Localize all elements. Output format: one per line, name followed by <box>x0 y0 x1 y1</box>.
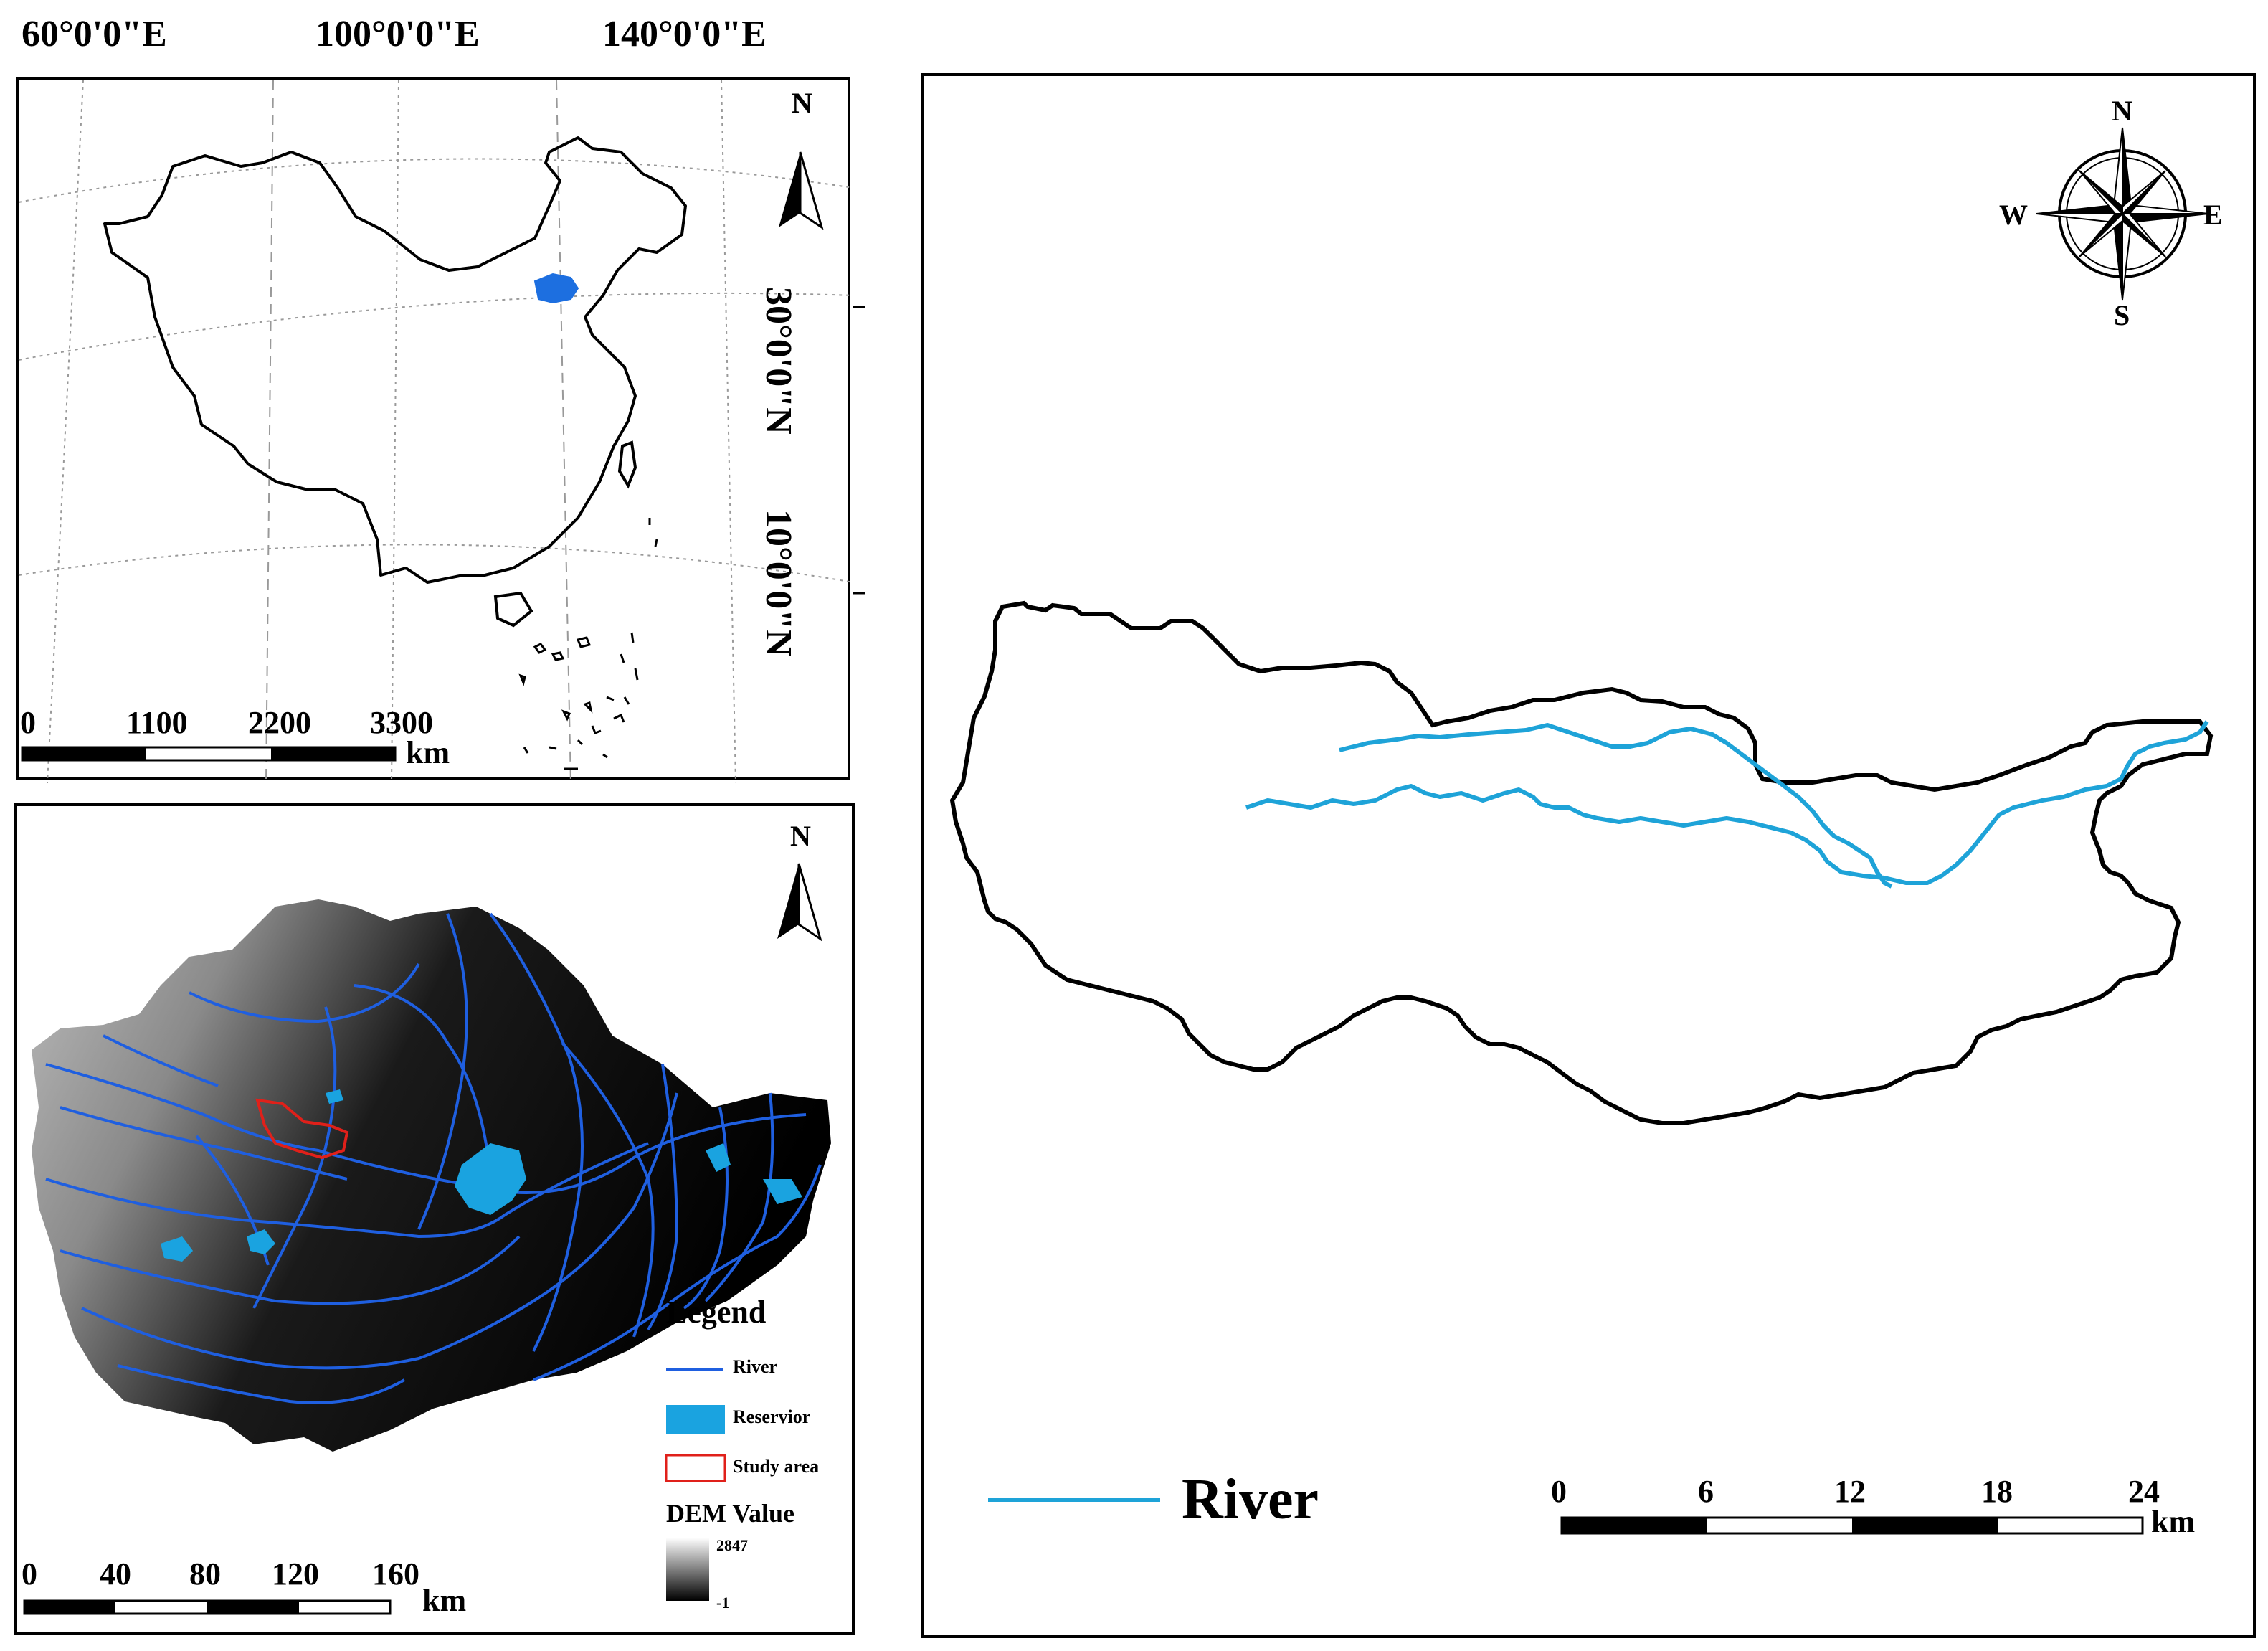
river-south-branch <box>1245 720 2209 885</box>
dem-north-arrow <box>777 863 822 942</box>
compass-n-label: N <box>2112 95 2132 127</box>
compass-e-label: E <box>2203 199 2223 231</box>
detail-map-canvas <box>949 127 2214 1535</box>
dem-max-label: 2847 <box>716 1536 748 1554</box>
dem-scale-tick: 160 <box>372 1556 419 1591</box>
dem-map-frame: N Legend River Reservior Study area DEM … <box>14 803 855 1635</box>
lat-label-10n: 10°0'0"N <box>758 509 799 657</box>
overview-scale-tick: 3300 <box>370 705 433 740</box>
detail-map-frame: N S E W River 0 6 12 18 24 km <box>921 73 2256 1638</box>
legend-study-area-swatch <box>665 1454 726 1482</box>
dem-scale-tick: 80 <box>189 1556 221 1591</box>
south-sea-islands <box>518 518 658 770</box>
dem-north-label: N <box>790 820 811 852</box>
lon-label-100e: 100°0'0"E <box>315 14 480 55</box>
lon-label-60e: 60°0'0"E <box>22 14 167 55</box>
overview-map-frame: N 0 1100 2200 3300 km <box>16 77 865 784</box>
dem-rivers <box>45 912 822 1404</box>
legend-study-area-label: Study area <box>733 1456 820 1477</box>
river-north-branch <box>1339 723 1893 889</box>
dem-reservoirs <box>161 1089 802 1262</box>
legend-reservoir-label: Reservior <box>733 1406 811 1427</box>
overview-scale-unit: km <box>406 735 450 770</box>
detail-scale-tick: 18 <box>1981 1474 2013 1509</box>
detail-scale-tick: 24 <box>2128 1474 2160 1509</box>
overview-north-label: N <box>792 87 812 119</box>
detail-scale-tick: 6 <box>1698 1474 1714 1509</box>
overview-north-arrow <box>779 151 824 230</box>
dem-map-canvas <box>23 863 831 1615</box>
compass-s-label: S <box>2114 299 2130 331</box>
legend-reservoir-swatch <box>666 1405 725 1434</box>
dem-color-ramp <box>666 1538 709 1601</box>
dem-scale-tick: 0 <box>22 1556 37 1591</box>
detail-legend-river-label: River <box>1182 1468 1319 1531</box>
detail-scale-bar <box>1560 1516 2144 1535</box>
overview-map-canvas <box>18 80 865 784</box>
country-outline <box>103 136 687 584</box>
detail-scale-tick: 0 <box>1551 1474 1567 1509</box>
dem-scale-tick: 40 <box>100 1556 131 1591</box>
detail-scale-tick: 12 <box>1834 1474 1866 1509</box>
detail-scale-unit: km <box>2151 1504 2196 1539</box>
dem-scale-tick: 120 <box>272 1556 319 1591</box>
compass-rose <box>2036 127 2209 301</box>
overview-scale-tick: 1100 <box>126 705 188 740</box>
overview-study-area <box>533 273 579 304</box>
legend-river-label: River <box>733 1356 778 1377</box>
dem-scale-bar <box>23 1599 392 1615</box>
overview-scale-tick: 2200 <box>248 705 311 740</box>
graticule <box>18 80 854 784</box>
lat-label-30n: 30°0'0"N <box>758 287 799 435</box>
overview-scale-tick: 0 <box>20 705 36 740</box>
dem-scale-unit: km <box>422 1583 467 1618</box>
overview-scale-bar <box>21 746 397 762</box>
compass-w-label: W <box>1999 199 2028 231</box>
basin-boundary <box>949 600 2214 1125</box>
detail-rivers <box>1245 720 2209 889</box>
lon-label-140e: 140°0'0"E <box>602 14 767 55</box>
legend-title: Legend <box>666 1295 767 1330</box>
dem-min-label: -1 <box>716 1594 730 1612</box>
dem-basin <box>32 899 831 1452</box>
dem-study-area <box>255 1098 349 1160</box>
dem-value-title: DEM Value <box>666 1499 795 1528</box>
